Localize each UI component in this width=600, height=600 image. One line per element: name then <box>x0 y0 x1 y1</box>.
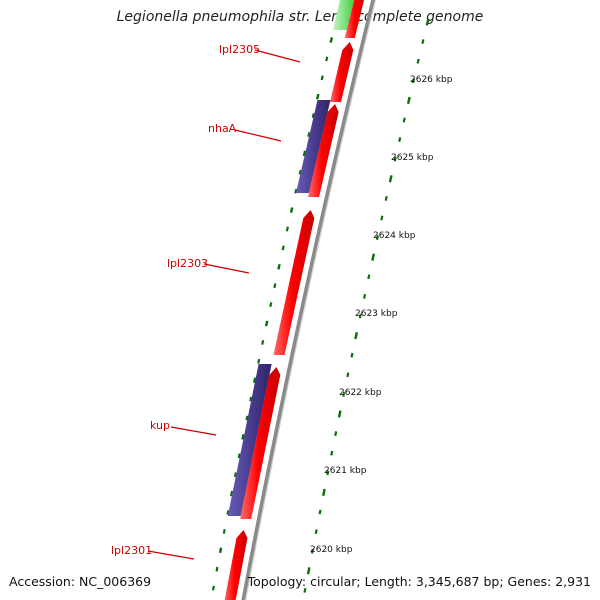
forward-gene[interactable] <box>224 530 248 600</box>
outer-scale-tick <box>229 490 234 497</box>
outer-scale-tick <box>294 188 298 194</box>
inner-scale-tick <box>411 78 416 84</box>
inner-scale-tick <box>421 39 425 45</box>
genome-backbone <box>241 0 375 600</box>
inner-scale-tick <box>342 391 346 397</box>
inner-scale-tick <box>337 410 342 418</box>
outer-scale-tick <box>315 93 320 100</box>
forward-gene[interactable] <box>344 0 367 38</box>
scale-label: 2626 kbp <box>410 75 453 85</box>
outer-scale-tick <box>320 75 324 81</box>
inner-scale-tick <box>398 137 402 143</box>
gene-label: lpl2301 <box>111 544 152 557</box>
inner-scale-tick <box>314 529 318 535</box>
inner-scale-tick <box>380 215 384 221</box>
inner-scale-tick <box>388 175 393 183</box>
outer-scale-tick <box>281 245 285 251</box>
scale-label: 2623 kbp <box>355 309 398 319</box>
gene-label: nhaA <box>208 122 237 135</box>
gene-label: lpl2305 <box>219 43 260 56</box>
inner-scale-tick <box>350 352 354 358</box>
outer-scale-tick <box>311 113 315 119</box>
inner-scale-tick <box>306 567 311 575</box>
outer-scale-tick <box>269 302 273 308</box>
inner-scale-tick <box>334 431 338 437</box>
outer-scale-tick <box>302 150 307 157</box>
gene-label-leader <box>254 49 301 63</box>
outer-scale-tick <box>218 547 223 554</box>
inner-scale-tick <box>371 253 376 261</box>
rna-gene[interactable] <box>332 0 357 30</box>
inner-scale-tick <box>402 117 406 123</box>
outer-scale-tick <box>233 472 237 478</box>
inner-scale-tick <box>384 195 388 201</box>
outer-scale-tick <box>215 566 219 572</box>
forward-gene[interactable] <box>273 210 315 355</box>
outer-scale-tick <box>264 320 269 327</box>
outer-scale-tick <box>325 56 329 62</box>
backbone-shadow <box>243 0 377 600</box>
inner-scale-tick <box>393 156 397 162</box>
inner-scale-tick <box>362 293 367 299</box>
inner-scale-tick <box>354 331 359 340</box>
scale-label: 2624 kbp <box>373 231 416 241</box>
outer-scale-tick <box>257 358 261 364</box>
scale-label: 2620 kbp <box>310 545 353 555</box>
outer-scale-tick <box>211 585 215 591</box>
gene-label-leader <box>147 550 195 560</box>
inner-scale-tick <box>318 509 322 515</box>
gene-label-leader <box>203 263 250 274</box>
reverse-gene[interactable] <box>227 364 272 516</box>
outer-scale-tick <box>298 169 302 175</box>
outer-scale-tick <box>249 396 253 402</box>
outer-scale-tick <box>226 510 230 515</box>
gene-label-leader <box>170 426 217 436</box>
topology-text: Topology: circular; Length: 3,345,687 bp… <box>247 574 591 589</box>
inner-scale-tick <box>322 488 326 497</box>
inner-scale-tick <box>358 313 362 319</box>
inner-scale-tick <box>330 450 334 456</box>
forward-gene[interactable] <box>240 367 281 519</box>
inner-scale-tick <box>416 58 420 64</box>
forward-gene[interactable] <box>329 42 354 102</box>
outer-scale-tick <box>222 528 226 534</box>
scale-label: 2622 kbp <box>339 388 382 398</box>
accession-text: Accession: NC_006369 <box>9 574 152 589</box>
inner-scale-tick <box>367 274 371 280</box>
forward-gene[interactable] <box>308 104 339 197</box>
outer-scale-tick <box>289 207 294 213</box>
map-title: Legionella pneumophila str. Lens, comple… <box>116 9 484 25</box>
inner-scale-tick <box>326 470 330 476</box>
outer-scale-tick <box>237 453 241 459</box>
reverse-gene[interactable] <box>295 100 331 193</box>
scale-label: 2625 kbp <box>391 153 434 163</box>
outer-scale-tick <box>285 226 289 232</box>
outer-scale-tick <box>329 37 334 43</box>
gene-label: lpl2303 <box>167 257 208 270</box>
outer-scale-tick <box>245 415 249 421</box>
inner-scale-tick <box>346 372 350 378</box>
scale-label: 2621 kbp <box>324 466 367 476</box>
outer-scale-tick <box>261 339 265 345</box>
inner-scale-tick <box>406 96 411 105</box>
inner-scale-tick <box>425 18 430 26</box>
inner-scale-tick <box>310 548 314 554</box>
gene-label-leader <box>234 129 282 142</box>
outer-scale-tick <box>277 263 281 270</box>
inner-scale-tick <box>303 587 307 593</box>
outer-scale-tick <box>241 434 245 440</box>
outer-scale-tick <box>252 377 257 384</box>
gene-label: kup <box>150 419 170 432</box>
outer-scale-tick <box>273 283 277 289</box>
outer-scale-tick <box>307 132 311 137</box>
inner-scale-tick <box>375 235 380 241</box>
